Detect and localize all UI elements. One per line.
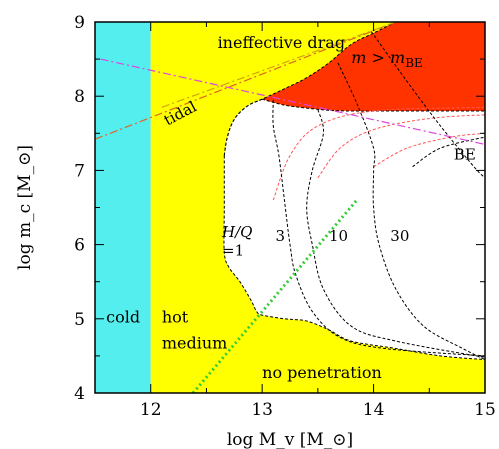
be-boundary [261, 98, 485, 112]
ineffective-drag-line [161, 22, 397, 108]
y-tick-label: 4 [74, 384, 85, 404]
y-tick-label: 6 [74, 236, 85, 256]
labels: cold hot medium no penetration ineffecti… [15, 33, 476, 449]
hq-contour-4 [412, 136, 485, 168]
annotation-hq: H/Q [221, 223, 252, 241]
region-penetration [223, 99, 485, 360]
boundary-upper [223, 22, 397, 156]
boundary-lower [223, 155, 485, 361]
region-label-be: m > mBE [351, 48, 423, 70]
y-tick-label: 8 [74, 87, 85, 107]
annotation-hq-1: =1 [222, 242, 244, 260]
red-contour-1 [317, 114, 485, 179]
y-tick-label: 5 [74, 310, 85, 330]
x-tick-label: 13 [251, 400, 273, 420]
hq-contour-2 [337, 62, 485, 361]
red-contour-2 [373, 132, 485, 168]
region-label-no-penetration: no penetration [262, 363, 382, 382]
x-tick-label: 15 [474, 400, 496, 420]
hq-contour-1 [306, 109, 485, 358]
x-tick-label: 12 [140, 400, 162, 420]
annotation-hq-10: 10 [329, 227, 348, 245]
region-cold [95, 22, 151, 393]
tidal-line [95, 22, 397, 140]
be-region-sub: BE [405, 56, 423, 70]
y-axis-label: log m_c [M_⊙] [15, 145, 35, 270]
be-region-math: m > m [351, 48, 405, 67]
plot-area [95, 22, 485, 393]
annotation-be: BE [454, 145, 476, 163]
hq-contour-3 [370, 31, 485, 179]
axis-ticks: 12 13 14 15 4 5 6 7 8 9 [74, 13, 496, 420]
region-be [262, 22, 485, 112]
y-tick-label: 7 [74, 161, 85, 181]
x-axis-label: log M_v [M_⊙] [227, 430, 353, 449]
region-label-medium: medium [162, 333, 227, 352]
region-label-cold: cold [106, 308, 140, 327]
x-tick-label: 14 [363, 400, 385, 420]
be-line [100, 58, 485, 146]
no-penetration-line [191, 199, 359, 393]
red-contour-0 [272, 106, 485, 201]
region-label-ineffective-drag: ineffective drag [218, 33, 345, 52]
hq-contour-0 [272, 99, 485, 357]
annotation-hq-3: 3 [276, 227, 286, 245]
annotation-hq-30: 30 [390, 227, 409, 245]
region-label-hot: hot [162, 308, 189, 327]
y-tick-label: 9 [74, 13, 85, 33]
